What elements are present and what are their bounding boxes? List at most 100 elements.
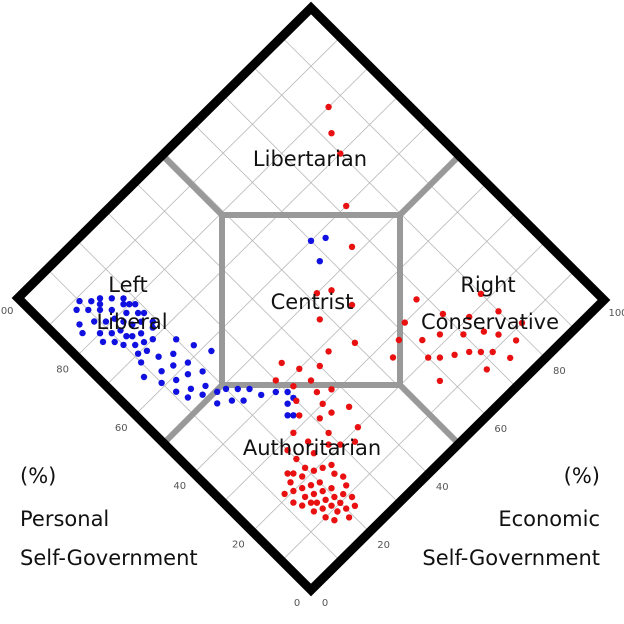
data-point-red <box>272 377 279 384</box>
data-point-blue <box>170 362 177 369</box>
data-point-blue <box>99 338 107 346</box>
region-label-authoritarian: Authoritarian <box>243 436 381 460</box>
data-point-red <box>304 438 312 445</box>
data-point-blue <box>199 368 206 375</box>
region-label-right: Right <box>460 273 515 297</box>
data-point-red <box>328 386 335 393</box>
data-point-red <box>284 447 291 454</box>
economic-tick-label: 40 <box>436 482 449 493</box>
data-point-blue <box>137 330 145 337</box>
data-point-blue <box>111 315 118 322</box>
data-point-blue <box>79 329 86 337</box>
data-point-blue <box>284 400 291 407</box>
data-point-red <box>337 441 344 448</box>
data-point-blue <box>132 301 139 308</box>
region-divider <box>162 382 225 445</box>
economic-axis-label-2: Self-Government <box>422 546 600 570</box>
data-point-red <box>518 319 526 327</box>
data-point-red <box>466 313 473 321</box>
data-point-red <box>343 505 350 512</box>
economic-tick-label: 20 <box>377 540 390 551</box>
data-point-blue <box>284 412 291 419</box>
data-point-blue <box>120 318 127 325</box>
data-point-red <box>310 508 318 515</box>
data-point-blue <box>120 341 127 349</box>
data-point-red <box>466 348 473 356</box>
data-point-blue <box>307 237 315 244</box>
data-point-blue <box>108 295 116 302</box>
data-point-blue <box>96 330 104 337</box>
data-point-blue <box>234 385 241 393</box>
data-point-red <box>512 337 520 344</box>
data-point-red <box>348 301 356 309</box>
data-point-red <box>307 482 315 489</box>
data-point-red <box>322 514 329 521</box>
data-point-blue <box>140 338 148 346</box>
axis-ticks: 0 20 40 60 80 100 0 20 40 60 80 100 <box>0 306 624 609</box>
grid-line <box>222 94 517 388</box>
data-point-red <box>313 388 321 396</box>
data-point-blue <box>129 333 136 340</box>
data-point-blue <box>184 359 192 366</box>
data-point-red <box>477 348 485 356</box>
data-point-blue <box>202 382 209 390</box>
data-point-red <box>495 331 502 338</box>
data-point-blue <box>170 350 177 357</box>
data-point-red <box>351 339 359 346</box>
data-point-blue <box>158 379 165 387</box>
personal-tick-label: 0 <box>294 598 300 609</box>
data-point-blue <box>222 385 230 393</box>
personal-axis-label-2: Self-Government <box>20 546 198 570</box>
data-point-red <box>301 464 309 471</box>
data-point-red <box>287 479 294 486</box>
data-point-red <box>307 377 315 384</box>
data-point-red <box>290 499 297 506</box>
data-point-blue <box>117 327 124 334</box>
data-point-blue <box>134 350 142 357</box>
data-point-red <box>343 202 350 210</box>
data-point-red <box>319 487 326 495</box>
region-label-libertarian: Libertarian <box>253 147 367 171</box>
data-point-blue <box>290 412 297 419</box>
personal-tick-label: 80 <box>56 364 69 375</box>
data-point-red <box>293 397 300 404</box>
personal-tick-label: 40 <box>173 481 186 492</box>
data-point-blue <box>132 341 139 349</box>
data-point-blue <box>73 306 80 313</box>
data-point-red <box>419 336 426 344</box>
data-point-blue <box>199 391 206 398</box>
data-point-red <box>299 473 306 480</box>
data-point-blue <box>240 397 247 404</box>
data-point-red <box>331 493 338 501</box>
data-point-blue <box>272 388 279 396</box>
region-boundaries <box>162 155 460 445</box>
data-point-red <box>507 354 514 362</box>
data-point-red <box>460 331 467 338</box>
data-point-red <box>401 319 408 326</box>
data-point-blue <box>149 324 156 331</box>
data-point-blue <box>123 333 130 340</box>
grid-line <box>76 66 370 357</box>
data-point-red <box>337 499 344 506</box>
data-point-red <box>310 467 318 474</box>
data-point-blue <box>134 309 142 317</box>
data-point-red <box>439 310 447 318</box>
data-point-red <box>325 441 332 448</box>
data-point-red <box>284 470 291 477</box>
economic-axis-label: Economic <box>498 507 600 531</box>
data-point-red <box>316 415 323 422</box>
data-point-red <box>310 490 318 498</box>
data-point-red <box>328 485 335 492</box>
region-label-left: Left <box>108 273 148 297</box>
data-point-blue <box>96 300 104 308</box>
data-point-red <box>340 490 347 498</box>
economic-tick-label: 80 <box>553 366 566 377</box>
data-point-red <box>328 461 335 469</box>
diamond-frame <box>11 1 611 597</box>
data-point-red <box>290 429 297 436</box>
data-point-blue <box>173 336 180 343</box>
economic-axis-unit: (%) <box>564 464 600 488</box>
data-point-blue <box>208 347 215 355</box>
data-point-red <box>299 502 306 509</box>
